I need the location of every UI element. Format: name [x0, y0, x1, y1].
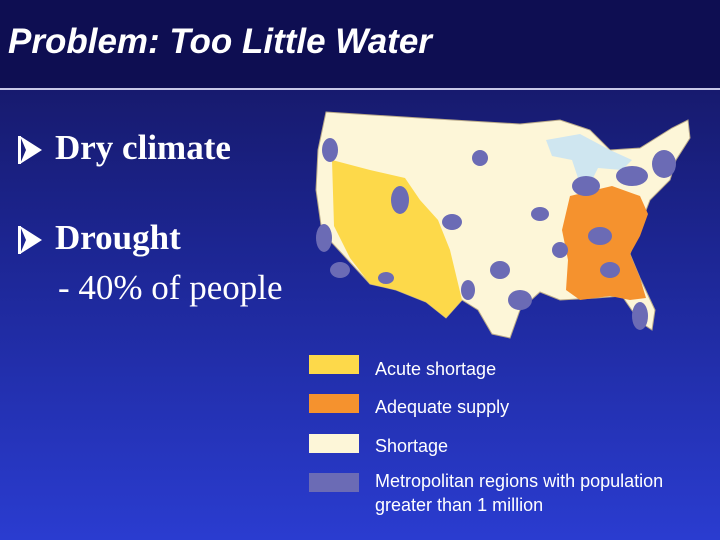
legend-label: Acute shortage — [375, 359, 497, 379]
bullet-text: Drought — [55, 218, 181, 257]
metro-regions — [316, 138, 676, 330]
legend-swatch — [309, 394, 359, 413]
legend-swatch — [309, 434, 359, 453]
great-lakes — [546, 134, 632, 184]
bullet-arrows — [18, 136, 42, 254]
legend-label: Metropolitan regions with population gre… — [375, 471, 664, 515]
bullet-subtext: - 40% of people — [58, 268, 283, 307]
slide-title: Problem: Too Little Water — [8, 22, 432, 61]
legend-swatch — [309, 355, 359, 374]
title-bar — [0, 0, 720, 90]
legend-label: Adequate supply — [375, 397, 510, 417]
bullet-text: Dry climate — [55, 128, 231, 167]
legend-label: Shortage — [375, 436, 449, 456]
acute-shortage-west — [332, 160, 462, 318]
legend-swatch — [309, 473, 359, 492]
